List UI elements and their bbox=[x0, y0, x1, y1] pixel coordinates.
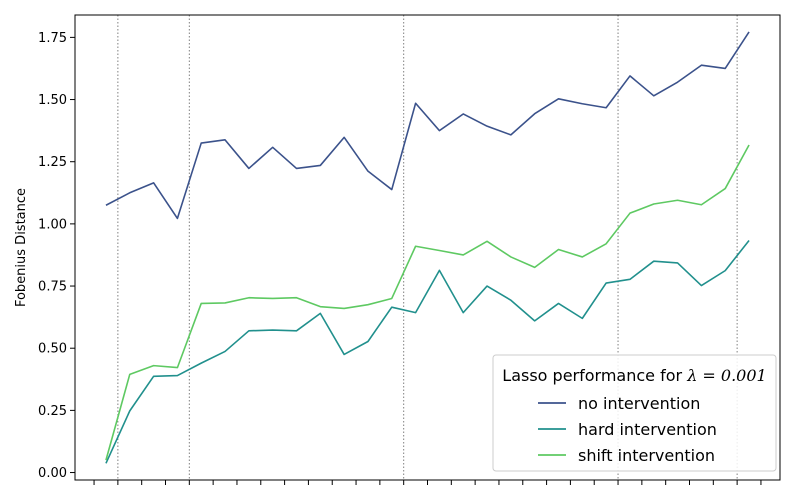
legend-box bbox=[492, 354, 777, 472]
y-axis-ticks: 0.00 0.25 0.50 0.75 1.00 1.25 1.50 1.75 bbox=[38, 31, 75, 481]
legend-label-shift-intervention: shift intervention bbox=[578, 446, 715, 465]
y-tick-label-0: 0.00 bbox=[38, 466, 67, 481]
legend-label-hard-intervention: hard intervention bbox=[578, 420, 717, 439]
legend-title: Lasso performance for λ = 0.001 bbox=[502, 366, 766, 385]
legend-title-math: λ = 0.001 bbox=[686, 366, 767, 385]
legend-entries: no intervention hard intervention shift in… bbox=[538, 394, 717, 465]
x-axis-ticks bbox=[93, 480, 762, 485]
y-tick-label-7: 1.75 bbox=[38, 31, 67, 46]
y-tick-label-2: 0.50 bbox=[38, 342, 67, 357]
y-tick-label-4: 1.00 bbox=[38, 217, 67, 232]
legend-label-no-intervention: no intervention bbox=[578, 394, 700, 413]
y-tick-label-1: 0.25 bbox=[38, 404, 67, 419]
y-tick-label-3: 0.75 bbox=[38, 280, 67, 295]
legend-title-prefix: Lasso performance for bbox=[502, 366, 687, 385]
legend: Lasso performance for λ = 0.001 no inter… bbox=[492, 354, 777, 472]
series-lines bbox=[105, 31, 750, 464]
series-line-no-intervention bbox=[105, 31, 750, 220]
series-line-shift-intervention bbox=[105, 144, 750, 461]
series-line-hard-intervention bbox=[105, 240, 750, 464]
y-tick-label-5: 1.25 bbox=[38, 155, 67, 170]
y-tick-label-6: 1.50 bbox=[38, 93, 67, 108]
y-axis-label: Fobenius Distance bbox=[14, 188, 29, 307]
